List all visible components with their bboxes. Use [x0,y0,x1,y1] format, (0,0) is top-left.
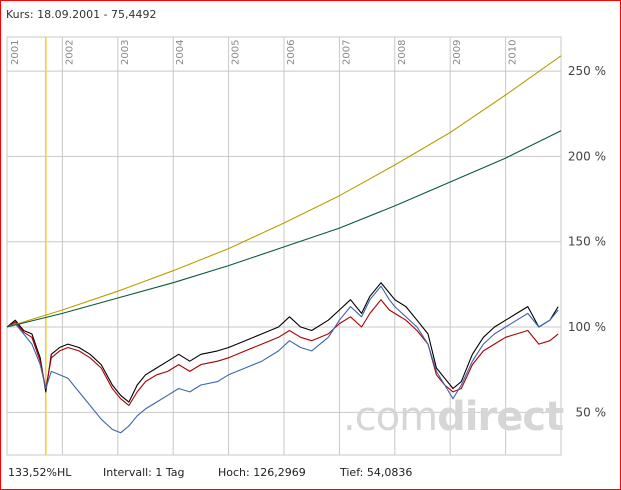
x-tick-label: 2008 [397,40,408,65]
y-tick-label: 250 % [568,64,606,78]
x-tick-label: 2007 [341,40,352,65]
x-tick-label: 2010 [508,40,519,65]
high-label: Hoch: 126,2969 [218,466,306,479]
series-line-green_curve [6,130,562,328]
interval-label: Intervall: 1 Tag [103,466,185,479]
x-tick-label: 2002 [64,40,75,65]
series-layer [6,55,562,434]
series-line-gold_curve [6,55,562,328]
y-tick-label: 150 % [568,235,606,249]
grid-layer [6,36,562,456]
y-tick-label: 100 % [568,320,606,334]
y-tick-label: 50 % [576,405,607,419]
performance-label: 133,52%HL [8,466,72,479]
label-layer: 250 % 200 % 150 % 100 % 50 % 2001 2002 2003 2004… [10,40,606,420]
watermark-light: .com [343,394,438,440]
watermark-bold: direct [437,394,564,440]
x-tick-label: 2004 [175,40,186,65]
kurs-readout: Kurs: 18.09.2001 - 75,4492 [6,8,157,21]
comdirect-watermark: .comdirect [343,394,564,440]
x-tick-label: 2005 [231,40,242,65]
low-label: Tief: 54,0836 [340,466,413,479]
x-tick-label: 2006 [286,40,297,65]
series-line-black_series [6,282,559,403]
series-line-blue_series [6,285,559,434]
series-line-red_series [6,299,559,407]
y-tick-label: 200 % [568,149,606,163]
x-tick-label: 2003 [120,40,131,65]
x-tick-label: 2001 [10,40,21,65]
x-tick-label: 2009 [452,40,463,65]
